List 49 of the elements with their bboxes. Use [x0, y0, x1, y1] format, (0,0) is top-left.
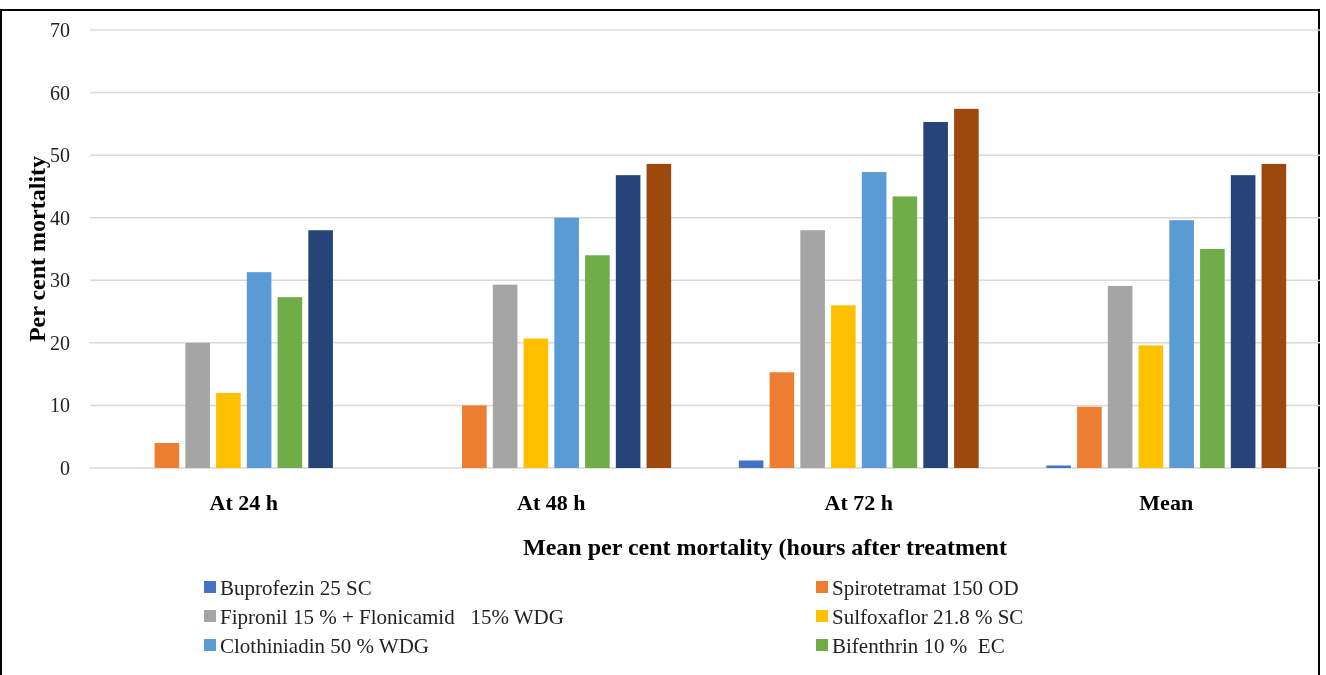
bar — [1261, 163, 1287, 468]
bar — [1169, 220, 1194, 468]
y-tick-label: 50 — [50, 144, 70, 167]
x-tick-label: At 72 h — [824, 490, 893, 515]
legend-label: Sulfoxaflor 21.8 % SC — [832, 605, 1024, 630]
bar — [831, 305, 856, 468]
legend-label: Bifenthrin 10 % EC — [832, 634, 1005, 659]
bar — [1107, 285, 1133, 468]
bar — [523, 338, 549, 468]
legend-label: Clothiniadin 50 % WDG — [220, 634, 430, 659]
bar — [277, 297, 303, 468]
y-axis-title: Per cent mortality — [24, 155, 50, 343]
legend-label: Buprofezin 25 SC — [220, 576, 372, 601]
y-tick-label: 20 — [50, 331, 70, 354]
bar — [1200, 249, 1225, 468]
bar — [1230, 175, 1256, 468]
bar — [246, 272, 272, 468]
y-tick-label: 10 — [50, 394, 70, 417]
legend-label: Fipronil 15 % + Flonicamid 15% WDG — [220, 605, 564, 630]
x-tick-label: At 24 h — [209, 490, 278, 515]
x-tick-label: Mean — [1139, 490, 1194, 515]
bar — [800, 230, 825, 468]
bar — [1077, 406, 1102, 468]
bar — [185, 342, 210, 468]
bar — [923, 121, 948, 468]
bar — [954, 108, 979, 468]
x-tick-label: At 48 h — [517, 490, 586, 515]
bar — [892, 196, 918, 468]
bar — [308, 230, 333, 468]
bar — [769, 372, 795, 468]
y-tick-label: 40 — [50, 206, 70, 229]
y-tick-label: 0 — [60, 457, 70, 479]
bar — [216, 392, 241, 468]
legend-label: Spirotetramat 150 OD — [832, 576, 1019, 601]
bar — [462, 405, 487, 468]
bar — [154, 442, 180, 468]
bar — [1046, 465, 1071, 468]
bar — [615, 175, 641, 468]
y-tick-label: 70 — [50, 19, 70, 41]
bar — [554, 217, 579, 468]
bar — [585, 255, 610, 468]
x-axis-title: Mean per cent mortality (hours after treatment — [523, 534, 1007, 560]
y-tick-label: 60 — [50, 81, 70, 104]
bar — [738, 460, 764, 468]
bar — [646, 163, 672, 468]
bar — [861, 172, 887, 468]
bar — [492, 284, 518, 468]
y-tick-label: 30 — [50, 269, 70, 292]
bar — [1138, 345, 1164, 468]
